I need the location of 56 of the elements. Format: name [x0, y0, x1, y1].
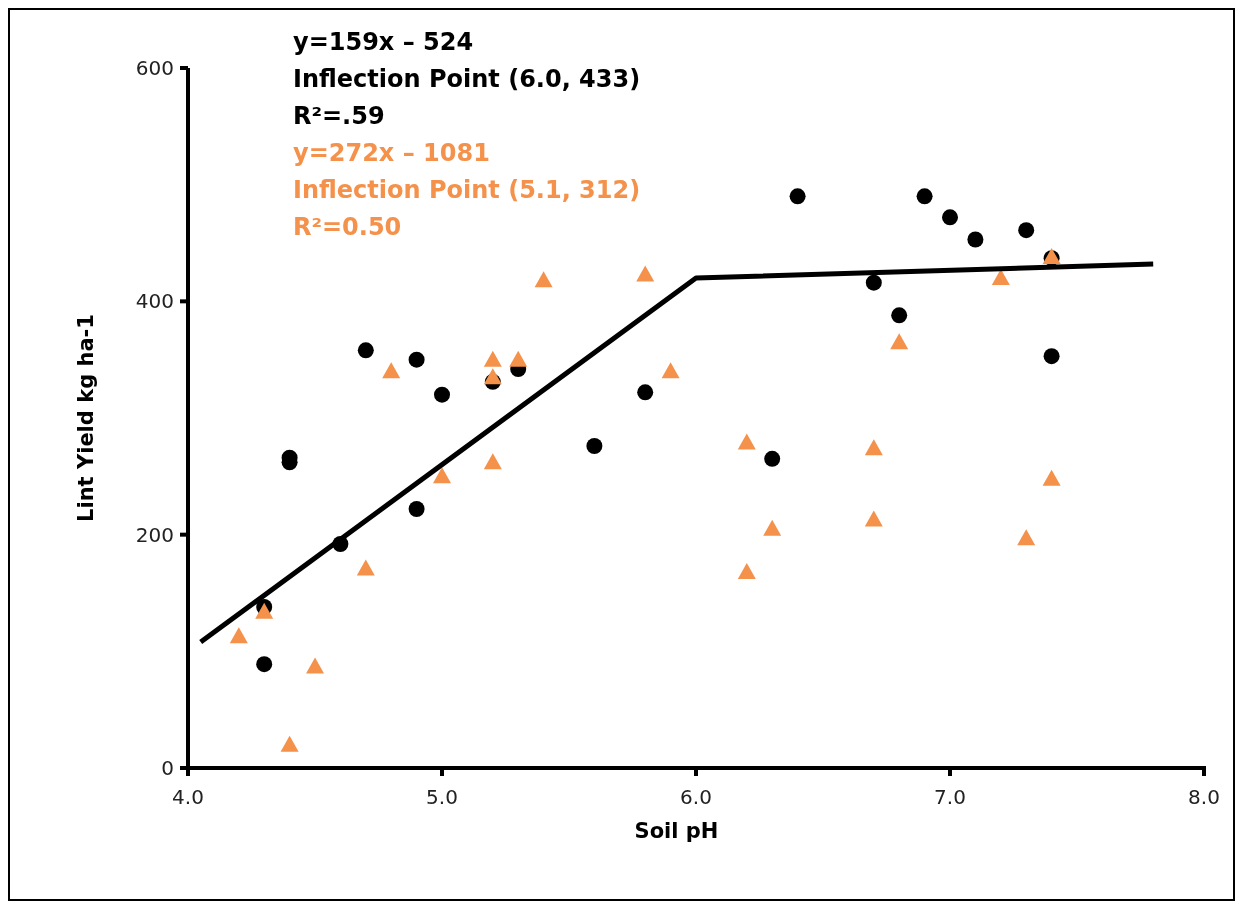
point [256, 656, 273, 673]
point [229, 627, 248, 644]
point [763, 519, 782, 536]
point [967, 231, 984, 248]
point [916, 188, 933, 205]
text: y=159x – 524 [293, 28, 474, 56]
point [483, 368, 502, 385]
point [534, 271, 553, 288]
point [1042, 469, 1061, 486]
annotation: R²=0.50 [293, 213, 402, 241]
point [942, 209, 958, 226]
point [789, 188, 806, 205]
y-axis-title: Lint Yield kg ha-1 [74, 314, 98, 522]
point [991, 269, 1010, 285]
point [737, 433, 756, 450]
annotation: Inflection Point (5.1, 312) [293, 176, 641, 204]
point [255, 602, 274, 619]
point [434, 386, 450, 403]
x-tick-label: 5.0 [426, 785, 458, 809]
annotation: Inflection Point (6.0, 433) [293, 65, 641, 93]
point [891, 307, 908, 324]
annotation: y=272x – 1081 [293, 139, 490, 167]
point [661, 362, 680, 379]
point [864, 439, 883, 456]
annotation: R²=.59 [293, 102, 385, 130]
point [637, 384, 654, 401]
point [357, 342, 374, 359]
y-tick-label: 400 [135, 289, 174, 314]
point [737, 563, 756, 579]
point [864, 510, 883, 527]
point [408, 351, 425, 368]
x-tick-label: 6.0 [680, 785, 712, 809]
point [636, 265, 655, 282]
x-tick-label: 8.0 [1188, 785, 1220, 809]
point [890, 333, 909, 350]
x-tick-label: 4.0 [172, 785, 204, 809]
point [408, 501, 425, 517]
x-tick-label: 7.0 [934, 785, 966, 809]
y-tick-label: 0 [161, 756, 174, 780]
y-tick-label: 600 [135, 56, 174, 80]
point [306, 657, 324, 674]
point [1018, 222, 1035, 239]
point [433, 467, 451, 484]
point [483, 350, 502, 367]
y-tick-label: 200 [135, 522, 174, 547]
point [1017, 529, 1036, 546]
point [382, 362, 401, 379]
point [586, 438, 603, 454]
point [865, 274, 882, 291]
point [509, 350, 528, 367]
x-axis-title: Soil pH [634, 819, 719, 843]
point [1043, 348, 1060, 365]
point [280, 735, 299, 752]
point [483, 453, 502, 470]
point [356, 559, 375, 576]
point [764, 450, 781, 467]
